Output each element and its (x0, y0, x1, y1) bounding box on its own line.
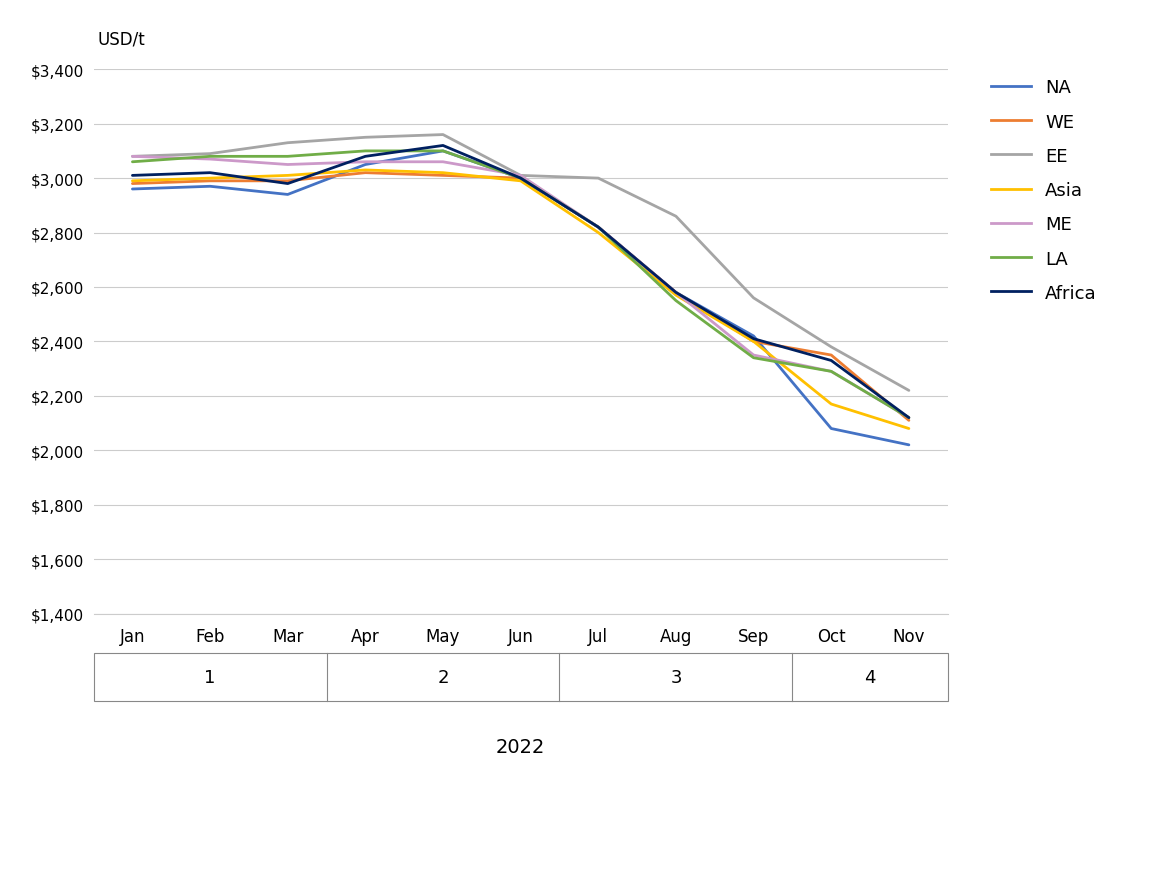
NA (204, 182, 218, 192)
Africa (514, 174, 528, 184)
ME (746, 350, 760, 360)
Asia (902, 424, 916, 434)
NA (281, 190, 295, 201)
ME (902, 413, 916, 424)
LA (669, 296, 683, 307)
EE (125, 152, 139, 162)
Africa (824, 356, 838, 367)
WE (514, 174, 528, 184)
NA (514, 174, 528, 184)
Asia (358, 166, 372, 176)
LA (824, 367, 838, 377)
Asia (204, 174, 218, 184)
Line: NA: NA (132, 152, 909, 446)
Text: USD/t: USD/t (98, 31, 145, 48)
Line: ME: ME (132, 157, 909, 418)
EE (204, 149, 218, 160)
Text: 1: 1 (205, 668, 215, 687)
Line: LA: LA (132, 152, 909, 418)
LA (204, 152, 218, 162)
WE (746, 337, 760, 347)
Africa (281, 179, 295, 189)
ME (824, 367, 838, 377)
EE (669, 211, 683, 222)
Text: 2022: 2022 (496, 737, 545, 756)
LA (436, 146, 450, 157)
ME (125, 152, 139, 162)
ME (204, 154, 218, 165)
Asia (669, 290, 683, 301)
Asia (824, 399, 838, 410)
WE (591, 223, 605, 233)
EE (358, 132, 372, 143)
LA (746, 353, 760, 364)
NA (902, 440, 916, 451)
LA (281, 152, 295, 162)
LA (591, 223, 605, 233)
LA (514, 174, 528, 184)
Africa (591, 223, 605, 233)
Africa (358, 152, 372, 162)
WE (902, 416, 916, 426)
Africa (204, 168, 218, 179)
EE (746, 293, 760, 303)
ME (591, 223, 605, 233)
NA (669, 288, 683, 298)
WE (125, 179, 139, 189)
Asia (281, 171, 295, 182)
Line: Asia: Asia (132, 171, 909, 429)
WE (669, 288, 683, 298)
LA (125, 157, 139, 168)
EE (902, 386, 916, 396)
Asia (514, 176, 528, 187)
LA (358, 146, 372, 157)
Africa (436, 141, 450, 152)
Asia (125, 176, 139, 187)
EE (824, 342, 838, 353)
NA (436, 146, 450, 157)
WE (358, 168, 372, 179)
EE (436, 130, 450, 140)
WE (436, 171, 450, 182)
Line: EE: EE (132, 135, 909, 391)
Legend: NA, WE, EE, Asia, ME, LA, Africa: NA, WE, EE, Asia, ME, LA, Africa (991, 79, 1096, 303)
Africa (125, 171, 139, 182)
Africa (902, 413, 916, 424)
Asia (436, 168, 450, 179)
ME (281, 160, 295, 171)
NA (824, 424, 838, 434)
WE (204, 176, 218, 187)
ME (436, 157, 450, 168)
Line: WE: WE (132, 174, 909, 421)
ME (514, 171, 528, 182)
NA (125, 184, 139, 195)
Africa (669, 288, 683, 298)
EE (281, 139, 295, 149)
NA (591, 223, 605, 233)
Africa (746, 334, 760, 345)
Text: 3: 3 (670, 668, 682, 687)
NA (746, 332, 760, 342)
Asia (746, 337, 760, 347)
EE (591, 174, 605, 184)
LA (902, 413, 916, 424)
EE (514, 171, 528, 182)
WE (281, 176, 295, 187)
Text: 4: 4 (865, 668, 876, 687)
NA (358, 160, 372, 171)
Asia (591, 228, 605, 239)
Line: Africa: Africa (132, 146, 909, 418)
ME (358, 157, 372, 168)
ME (669, 288, 683, 298)
WE (824, 350, 838, 360)
Text: 2: 2 (438, 668, 449, 687)
